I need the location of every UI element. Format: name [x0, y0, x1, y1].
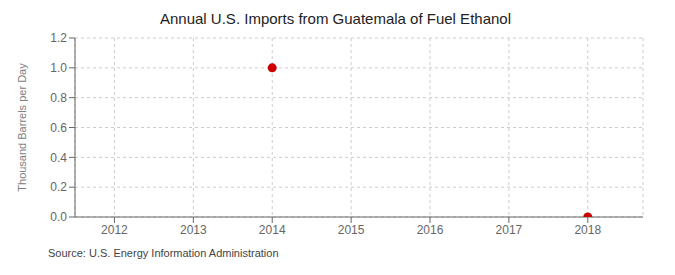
svg-text:2012: 2012	[101, 223, 128, 237]
svg-text:2015: 2015	[338, 223, 365, 237]
svg-text:0.4: 0.4	[50, 151, 67, 165]
svg-text:1.0: 1.0	[50, 61, 67, 75]
svg-text:2013: 2013	[180, 223, 207, 237]
svg-text:2017: 2017	[496, 223, 523, 237]
svg-text:0.0: 0.0	[50, 210, 67, 224]
svg-text:2016: 2016	[417, 223, 444, 237]
svg-text:2018: 2018	[574, 223, 601, 237]
html-text:Annual U.S. Imports from Guate: Annual U.S. Imports from Guatemala of Fu…	[160, 10, 511, 27]
svg-text:0.6: 0.6	[50, 121, 67, 135]
svg-text:Thousand Barrels per Day: Thousand Barrels per Day	[16, 63, 28, 192]
svg-text:0.8: 0.8	[50, 91, 67, 105]
svg-text:1.2: 1.2	[50, 31, 67, 45]
svg-text:2014: 2014	[259, 223, 286, 237]
svg-text:0.2: 0.2	[50, 180, 67, 194]
html-text:Source: U.S. Energy Informatio: Source: U.S. Energy Information Administ…	[48, 247, 279, 259]
